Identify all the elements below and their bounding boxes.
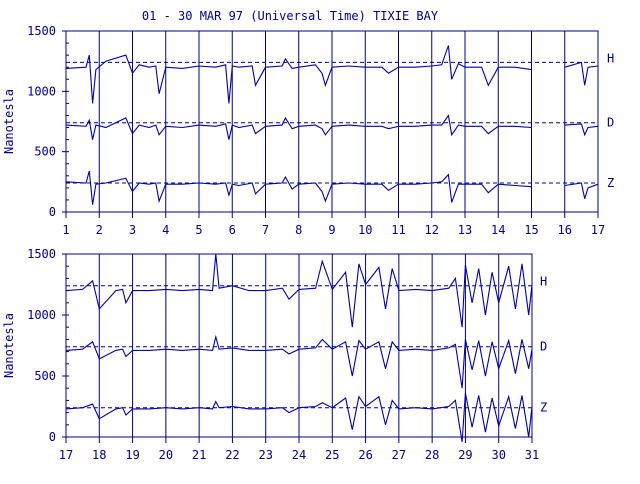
x-tick-label: 27	[392, 448, 406, 462]
y-tick-label: 1000	[27, 308, 56, 322]
channel-label-h: H	[540, 275, 547, 289]
chart-title: 01 - 30 MAR 97 (Universal Time) TIXIE BA…	[142, 9, 439, 23]
series-d-line	[65, 114, 599, 140]
y-tick-label: 1500	[27, 24, 56, 38]
x-tick-label: 12	[425, 223, 439, 237]
y-tick-label: 500	[34, 369, 56, 383]
y-axis-label: Nanotesla	[2, 89, 16, 154]
x-tick-label: 18	[92, 448, 106, 462]
x-tick-label: 19	[125, 448, 139, 462]
y-tick-label: 0	[49, 430, 56, 444]
series-h-line	[65, 253, 533, 328]
x-tick-label: 4	[162, 223, 169, 237]
series-d-line	[65, 334, 533, 389]
x-tick-label: 13	[458, 223, 472, 237]
y-tick-label: 1500	[27, 247, 56, 261]
x-tick-label: 20	[159, 448, 173, 462]
x-tick-label: 3	[129, 223, 136, 237]
x-tick-label: 7	[262, 223, 269, 237]
x-tick-label: 22	[225, 448, 239, 462]
x-tick-label: 8	[295, 223, 302, 237]
y-tick-label: 500	[34, 145, 56, 159]
y-tick-label: 1000	[27, 84, 56, 98]
x-tick-label: 17	[59, 448, 73, 462]
channel-label-d: D	[540, 340, 547, 354]
x-tick-label: 30	[491, 448, 505, 462]
channel-label-z: Z	[540, 401, 547, 415]
x-tick-label: 17	[591, 223, 605, 237]
x-tick-label: 24	[292, 448, 306, 462]
x-tick-label: 25	[325, 448, 339, 462]
series-z-line	[65, 170, 599, 205]
x-tick-label: 29	[458, 448, 472, 462]
x-tick-label: 16	[558, 223, 572, 237]
x-tick-label: 9	[328, 223, 335, 237]
x-tick-label: 28	[425, 448, 439, 462]
x-tick-label: 5	[195, 223, 202, 237]
x-tick-label: 21	[192, 448, 206, 462]
channel-label-h: H	[607, 51, 614, 65]
series-h-line	[65, 45, 599, 104]
x-tick-label: 6	[229, 223, 236, 237]
channel-label-d: D	[607, 116, 614, 130]
x-tick-label: 10	[358, 223, 372, 237]
y-tick-label: 0	[49, 205, 56, 219]
x-tick-label: 11	[391, 223, 405, 237]
x-tick-label: 31	[525, 448, 539, 462]
x-tick-label: 26	[358, 448, 372, 462]
x-tick-label: 14	[491, 223, 505, 237]
y-axis-label: Nanotesla	[2, 313, 16, 378]
x-tick-label: 23	[258, 448, 272, 462]
x-tick-label: 2	[96, 223, 103, 237]
channel-label-z: Z	[607, 176, 614, 190]
x-tick-label: 1	[62, 223, 69, 237]
x-tick-label: 15	[524, 223, 538, 237]
series-z-line	[65, 392, 533, 442]
